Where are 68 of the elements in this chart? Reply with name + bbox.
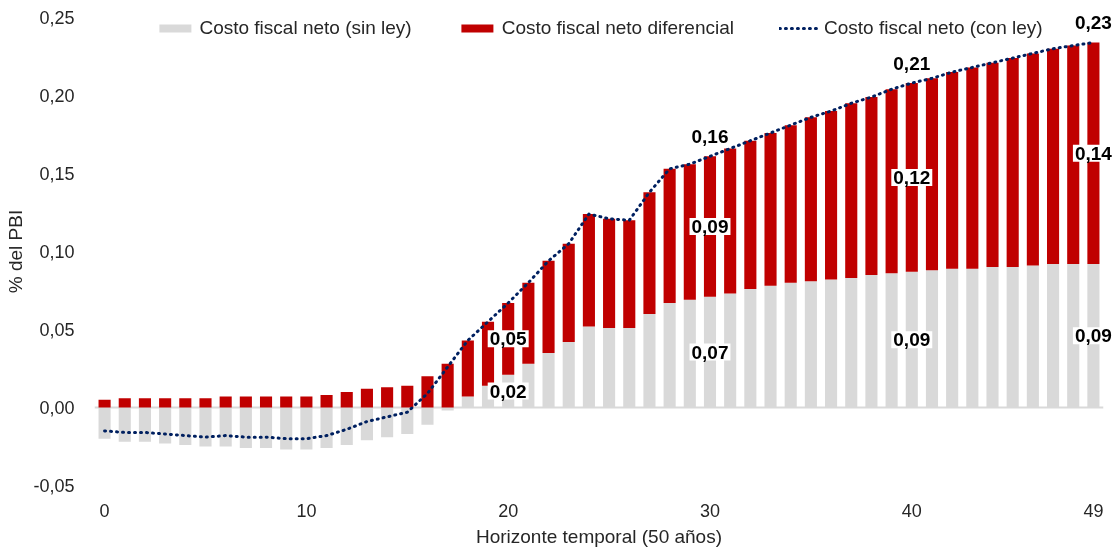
x-axis-title: Horizonte temporal (50 años) xyxy=(475,525,723,547)
bar xyxy=(340,391,353,408)
legend-label: Costo fiscal neto (con ley) xyxy=(824,17,1043,39)
data-label: 0,09 xyxy=(691,216,729,238)
bar xyxy=(461,340,474,397)
bar xyxy=(1026,53,1039,266)
bar xyxy=(199,398,212,408)
bar xyxy=(280,396,293,408)
bar xyxy=(562,243,575,342)
data-label: 0,12 xyxy=(893,166,931,188)
data-label: 0,21 xyxy=(893,52,931,74)
bar xyxy=(300,396,313,408)
bar xyxy=(1006,58,1019,268)
y-tick-label: 0,05 xyxy=(39,320,75,340)
bar xyxy=(179,398,192,408)
bar xyxy=(804,117,817,282)
bar xyxy=(542,260,555,353)
x-tick-label: 20 xyxy=(498,500,519,521)
data-label: 0,16 xyxy=(691,125,729,147)
x-tick-label: 40 xyxy=(901,500,922,521)
bar xyxy=(421,376,434,408)
bar xyxy=(381,387,394,408)
bar xyxy=(865,97,878,275)
bar xyxy=(401,385,414,408)
y-tick-label: 0,25 xyxy=(39,8,75,28)
y-axis-title: % del PBI xyxy=(5,209,27,294)
data-label: 0,09 xyxy=(1074,325,1112,347)
bar xyxy=(603,218,616,328)
bar xyxy=(98,399,111,408)
x-tick-label: 49 xyxy=(1083,500,1104,521)
data-label: 0,05 xyxy=(489,328,528,350)
data-label: 0,14 xyxy=(1074,142,1113,164)
legend-label: Costo fiscal neto (sin ley) xyxy=(199,17,412,39)
data-label: 0,02 xyxy=(489,380,527,402)
bar xyxy=(159,398,172,408)
data-label: 0,07 xyxy=(691,341,729,363)
bar xyxy=(582,214,595,327)
x-tick-label: 0 xyxy=(99,500,110,521)
legend-label: Costo fiscal neto diferencial xyxy=(501,17,734,39)
bar xyxy=(764,132,777,286)
data-label: 0,23 xyxy=(1074,11,1112,33)
bar xyxy=(118,398,131,408)
x-tick-label: 10 xyxy=(296,500,317,521)
y-tick-label: -0,05 xyxy=(33,476,75,496)
x-tick-label: 30 xyxy=(699,500,721,521)
bar xyxy=(784,125,797,283)
bar xyxy=(441,363,454,408)
bar xyxy=(239,396,252,408)
bar xyxy=(663,168,676,303)
bar xyxy=(1047,48,1060,264)
bar xyxy=(845,103,858,279)
bar xyxy=(138,398,151,408)
y-tick-label: 0,15 xyxy=(39,164,75,184)
bar xyxy=(825,111,838,280)
bar xyxy=(259,396,273,408)
bar xyxy=(360,388,373,408)
bar xyxy=(643,192,656,314)
bar xyxy=(986,62,999,268)
y-tick-label: 0,20 xyxy=(39,86,75,106)
y-tick-label: 0,00 xyxy=(39,398,75,418)
bar xyxy=(966,67,979,269)
bar xyxy=(219,396,232,408)
bar xyxy=(744,140,757,289)
bar xyxy=(946,72,959,269)
bar xyxy=(623,220,636,328)
y-tick-label: 0,10 xyxy=(39,242,75,262)
bar xyxy=(320,395,333,408)
data-label: 0,09 xyxy=(893,329,931,351)
